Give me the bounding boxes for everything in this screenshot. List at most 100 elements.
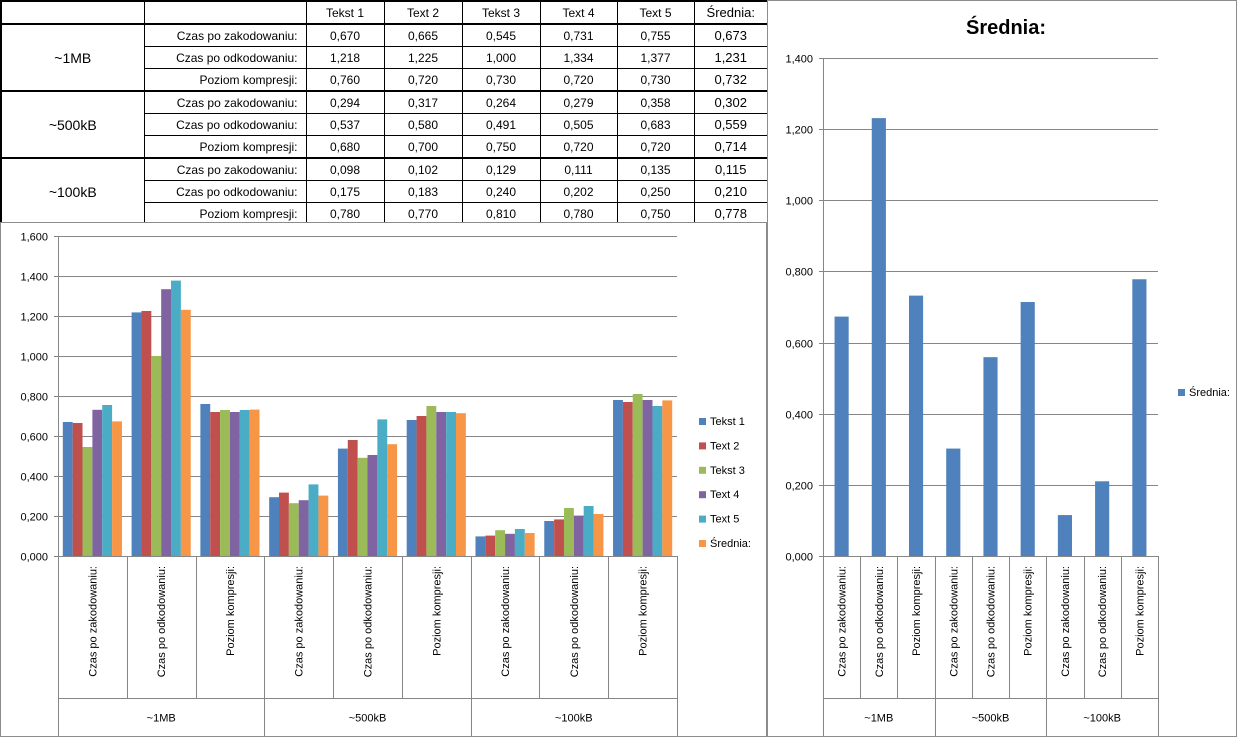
value-cell: 0,240 — [461, 180, 541, 203]
bar-1-8 — [622, 402, 633, 556]
bar-5-6 — [524, 533, 535, 556]
row-label: Czas po odkodowaniu: — [143, 113, 307, 136]
x-group-label: ~500kB — [972, 713, 1010, 725]
y-tick-label: 0,000 — [785, 552, 813, 564]
bar-0-2 — [200, 404, 211, 556]
group-label: ~500kB — [0, 90, 145, 159]
y-tick-label: 1,000 — [20, 352, 48, 364]
value-cell: 0,098 — [305, 157, 385, 181]
bar-3-1 — [161, 289, 172, 556]
column-header: Text 4 — [539, 0, 618, 25]
value-cell: 0,545 — [461, 23, 541, 47]
bar-3-8 — [642, 400, 653, 556]
table-row: ~1MB Czas po zakodowaniu: 0,670 0,665 0,545 0… — [0, 23, 769, 92]
row-label: Poziom kompresji: — [143, 68, 307, 92]
bar-0-0 — [62, 422, 73, 556]
column-header: Tekst 3 — [461, 0, 541, 25]
x-group-label: ~1MB — [864, 713, 893, 725]
x-group-label: ~100kB — [555, 713, 593, 725]
value-cell: 0,731 — [539, 23, 618, 47]
bar-1-3 — [279, 492, 289, 556]
bar-1-7 — [554, 519, 564, 556]
bar-1-6 — [485, 535, 496, 556]
value-cell: 0,730 — [461, 68, 541, 92]
bar-3-3 — [298, 500, 309, 556]
group-label: ~100kB — [0, 157, 145, 226]
table-row: ~500kB Czas po zakodowaniu: 0,294 0,317 0,26… — [0, 90, 769, 159]
bar-0-4 — [337, 448, 348, 556]
x-category-label: Czas po odkodowaniu: — [1097, 566, 1109, 677]
average-cell: 0,302 — [693, 90, 769, 114]
bar-0-2 — [908, 295, 924, 556]
average-cell: 0,714 — [693, 135, 769, 159]
legend-label: Tekst 3 — [710, 465, 745, 477]
y-tick-label: 1,600 — [20, 232, 48, 244]
row-label: Czas po zakodowaniu: — [143, 23, 307, 47]
bar-0-6 — [1057, 515, 1073, 556]
bar-0-0 — [834, 316, 849, 556]
x-category-label: Czas po zakodowaniu: — [500, 566, 512, 677]
legend-swatch — [699, 418, 706, 425]
legend-label: Text 2 — [710, 440, 739, 452]
y-tick-label: 0,400 — [785, 410, 813, 422]
value-cell: 0,250 — [616, 180, 695, 203]
value-cell: 0,183 — [383, 180, 463, 203]
bar-5-5 — [455, 413, 466, 556]
table-row: Poziom kompresji: 0,680 0,700 0,750 0,720 0,7… — [1, 135, 769, 159]
bar-4-6 — [514, 529, 525, 556]
bar-5-4 — [387, 444, 398, 556]
bar-0-3 — [946, 448, 961, 556]
x-category-label: Czas po zakodowaniu: — [1060, 566, 1072, 677]
table-header-row: Tekst 1 Text 2 Tekst 3 Text 4 Text 5 Średnia: — [0, 0, 769, 25]
value-cell: 0,670 — [305, 23, 385, 47]
legend-label: Text 4 — [710, 489, 739, 501]
value-cell: 0,580 — [383, 113, 463, 136]
bar-4-4 — [377, 419, 388, 556]
bar-4-8 — [652, 406, 663, 556]
value-cell: 0,680 — [305, 135, 385, 159]
value-cell: 1,218 — [305, 46, 385, 69]
bar-2-0 — [82, 447, 93, 556]
row-label: Poziom kompresji: — [143, 202, 307, 226]
bar-0-1 — [871, 118, 886, 557]
group-label: ~1MB — [0, 23, 145, 92]
bar-2-1 — [151, 356, 162, 556]
bar-4-7 — [583, 506, 594, 556]
value-cell: 0,537 — [305, 113, 385, 136]
table-row: Poziom kompresji: 0,760 0,720 0,730 0,720 0,7… — [1, 68, 769, 92]
y-tick-label: 0,800 — [20, 392, 48, 404]
row-label: Poziom kompresji: — [143, 135, 307, 159]
bar-2-2 — [220, 410, 230, 556]
y-tick-label: 0,600 — [20, 432, 48, 444]
x-category-label: Czas po zakodowaniu: — [294, 566, 306, 677]
bar-4-0 — [102, 405, 113, 556]
value-cell: 1,225 — [383, 46, 463, 69]
bar-1-1 — [141, 311, 152, 556]
value-cell: 1,377 — [616, 46, 695, 69]
header-blank-cell — [143, 0, 307, 25]
x-category-label: Czas po odkodowaniu: — [569, 566, 581, 677]
y-tick-label: 0,400 — [20, 472, 48, 484]
x-category-label: Poziom kompresji: — [1023, 566, 1035, 656]
x-category-label: Czas po zakodowaniu: — [87, 566, 99, 677]
value-cell: 0,279 — [539, 90, 618, 114]
x-category-label: Poziom kompresji: — [225, 566, 237, 656]
value-cell: 0,317 — [383, 90, 463, 114]
y-tick-label: 1,200 — [20, 312, 48, 324]
results-table: Tekst 1 Text 2 Tekst 3 Text 4 Text 5 Średnia:… — [0, 0, 769, 226]
bar-2-4 — [357, 457, 368, 556]
bar-0-8 — [613, 400, 623, 556]
value-cell: 0,750 — [461, 135, 541, 159]
x-category-label: Czas po zakodowaniu: — [948, 566, 960, 677]
bar-5-7 — [593, 514, 604, 556]
row-label: Czas po odkodowaniu: — [143, 46, 307, 69]
x-category-label: Czas po odkodowaniu: — [363, 566, 375, 677]
table-row: Czas po odkodowaniu: 0,175 0,183 0,240 0,202… — [1, 180, 769, 203]
x-group-label: ~500kB — [349, 713, 387, 725]
bar-0-6 — [475, 536, 486, 556]
bar-5-1 — [180, 309, 191, 556]
bar-4-2 — [239, 410, 250, 556]
value-cell: 0,111 — [539, 157, 618, 181]
value-cell: 0,760 — [305, 68, 385, 92]
x-category-label: Czas po odkodowaniu: — [156, 566, 168, 677]
